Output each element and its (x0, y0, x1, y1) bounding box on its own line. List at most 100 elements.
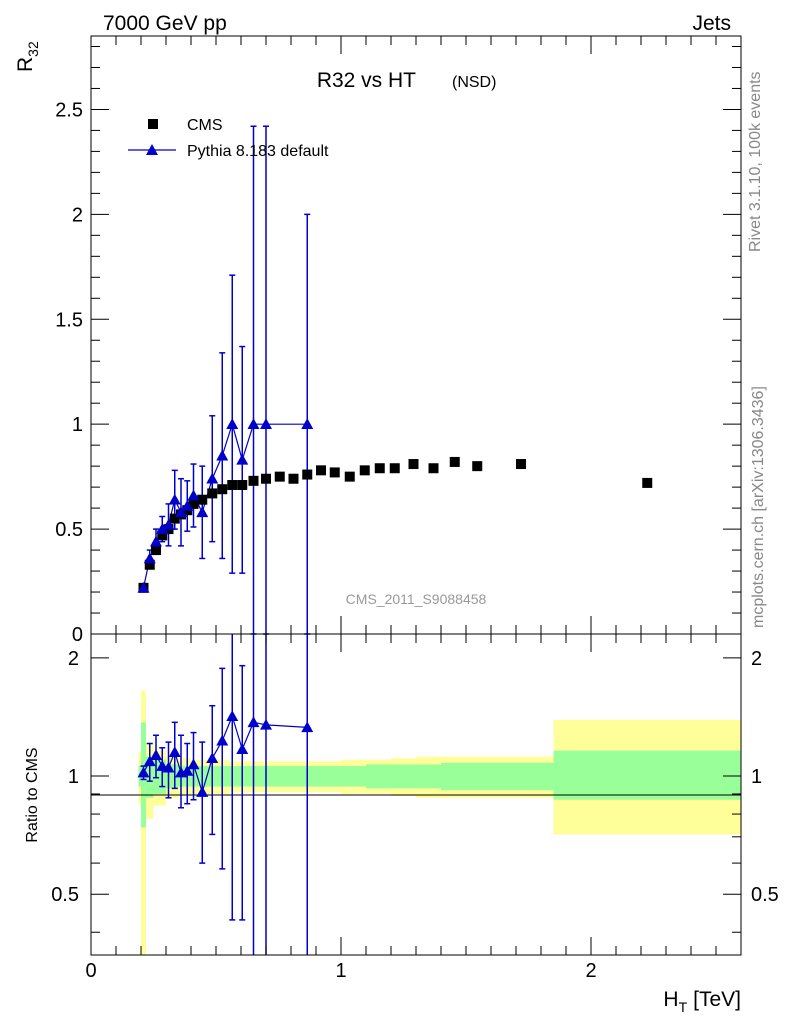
pythia-point (156, 523, 169, 534)
inner-band (416, 764, 441, 789)
inner-band (266, 766, 291, 787)
inner-band (228, 766, 241, 787)
cms-point (157, 530, 168, 541)
cms-point (642, 477, 653, 488)
x-tick-label: 1 (335, 960, 346, 982)
cms-point (288, 473, 299, 484)
main-x-ticks (90, 36, 717, 634)
ratio-uncertainty-bands (138, 690, 741, 955)
x-tick-label: 0 (85, 960, 96, 982)
cms-point (374, 463, 385, 474)
pythia-point (187, 489, 200, 501)
legend-label-cms: CMS (187, 117, 223, 134)
legend-label-pythia: Pythia 8.183 default (187, 143, 329, 160)
cms-point (302, 469, 313, 480)
cms-point (217, 484, 228, 495)
pythia-point (143, 552, 156, 564)
cms-point (316, 465, 326, 476)
ratio-y-tick-label-right: 0.5 (751, 884, 779, 906)
cms-point (359, 465, 370, 476)
x-axis-label-main: H (663, 988, 678, 1011)
legend-marker-pythia (146, 144, 158, 155)
watermark: CMS_2011_S9088458 (346, 591, 487, 607)
ratio-y-axis: 0.5 0.5 1 1 2 2 (51, 648, 779, 933)
main-panel: 0 0.5 1 1.5 2 2.5 R32 vs HT (NSD) R32 CMS_201… (14, 35, 742, 646)
inner-band (466, 762, 554, 791)
cms-point (329, 467, 340, 478)
ratio-x-axis: 0 1 2 (85, 634, 717, 982)
cms-point (151, 545, 161, 556)
ratio-pythia-point (137, 766, 150, 778)
mcplots-text: mcplots.cern.ch [arXiv:1306.3436] (750, 386, 767, 628)
ratio-pythia-point (206, 752, 219, 764)
ratio-panel: 0.5 0.5 1 1 2 2 0 1 2 Ratio to CMS HT [TeV] (24, 633, 779, 1015)
ratio-y-tick-label: 1 (68, 766, 79, 788)
cms-point (428, 463, 439, 474)
ratio-pythia-point (216, 734, 229, 746)
ratio-pythia-point (162, 761, 175, 773)
ratio-y-tick-label: 2 (68, 648, 79, 670)
ratio-pythia-point (187, 758, 200, 770)
main-y-label-main: R (14, 57, 37, 72)
cms-point (389, 463, 400, 474)
cms-point (169, 513, 180, 524)
cms-point (227, 480, 238, 491)
cms-point (261, 473, 271, 484)
pythia-point (162, 518, 175, 530)
inner-band (291, 766, 316, 787)
cms-point (516, 459, 526, 470)
ratio-series-layer (137, 634, 314, 955)
header-left: 7000 GeV pp (103, 12, 227, 35)
cms-point (207, 488, 218, 499)
x-axis-label-unit: [TeV] (693, 988, 741, 1011)
inner-band (316, 766, 341, 787)
inner-band (553, 750, 741, 800)
main-y-axis: 0 0.5 1 1.5 2 2.5 (55, 45, 741, 646)
ratio-pythia-point (168, 746, 181, 757)
x-axis-label: HT [TeV] (663, 988, 741, 1015)
pythia-point (216, 449, 229, 461)
cms-point (197, 494, 208, 505)
inner-band (366, 764, 391, 789)
ratio-pythia-point (236, 743, 249, 755)
rivet-version-text: Rivet 3.1.10, 100k events (747, 71, 764, 252)
pythia-point (226, 418, 239, 429)
main-y-tick-label: 2 (72, 204, 83, 226)
inner-band (391, 764, 416, 789)
main-series-layer (137, 125, 653, 635)
inner-band (341, 766, 366, 787)
header-right: Jets (692, 12, 731, 35)
x-axis-label-sub: T (679, 999, 688, 1015)
cms-point (144, 559, 155, 570)
pythia-point (247, 418, 260, 429)
pythia-point (181, 500, 194, 511)
main-y-label-sub: 32 (25, 41, 41, 57)
pythia-point (168, 493, 181, 505)
ratio-pythia-point (196, 786, 209, 797)
x-tick-label: 2 (585, 960, 596, 982)
pythia-point (150, 535, 162, 547)
pythia-point (260, 418, 272, 429)
ratio-pythia-point (301, 721, 314, 733)
ratio-y-tick-label-right: 2 (751, 648, 762, 670)
ratio-y-label: Ratio to CMS (24, 747, 41, 842)
pythia-point (236, 453, 249, 465)
cms-point (237, 480, 248, 491)
main-title: R32 vs HT (317, 69, 416, 92)
pythia-point (175, 506, 187, 518)
legend: CMS Pythia 8.183 default (128, 117, 329, 160)
cms-point (274, 471, 285, 482)
cms-point (248, 475, 259, 486)
pythia-point (301, 418, 314, 429)
main-y-tick-label: 1.5 (55, 309, 83, 331)
main-y-label: R32 (14, 41, 41, 72)
pythia-point (137, 581, 150, 593)
cms-point (408, 459, 419, 470)
ratio-pythia-point (226, 710, 239, 722)
cms-point (472, 461, 483, 472)
ratio-pythia-point (260, 718, 272, 730)
main-y-tick-label: 0 (72, 624, 83, 646)
cms-point (344, 471, 355, 482)
pythia-point (196, 506, 209, 518)
main-y-tick-label: 2.5 (55, 99, 83, 121)
